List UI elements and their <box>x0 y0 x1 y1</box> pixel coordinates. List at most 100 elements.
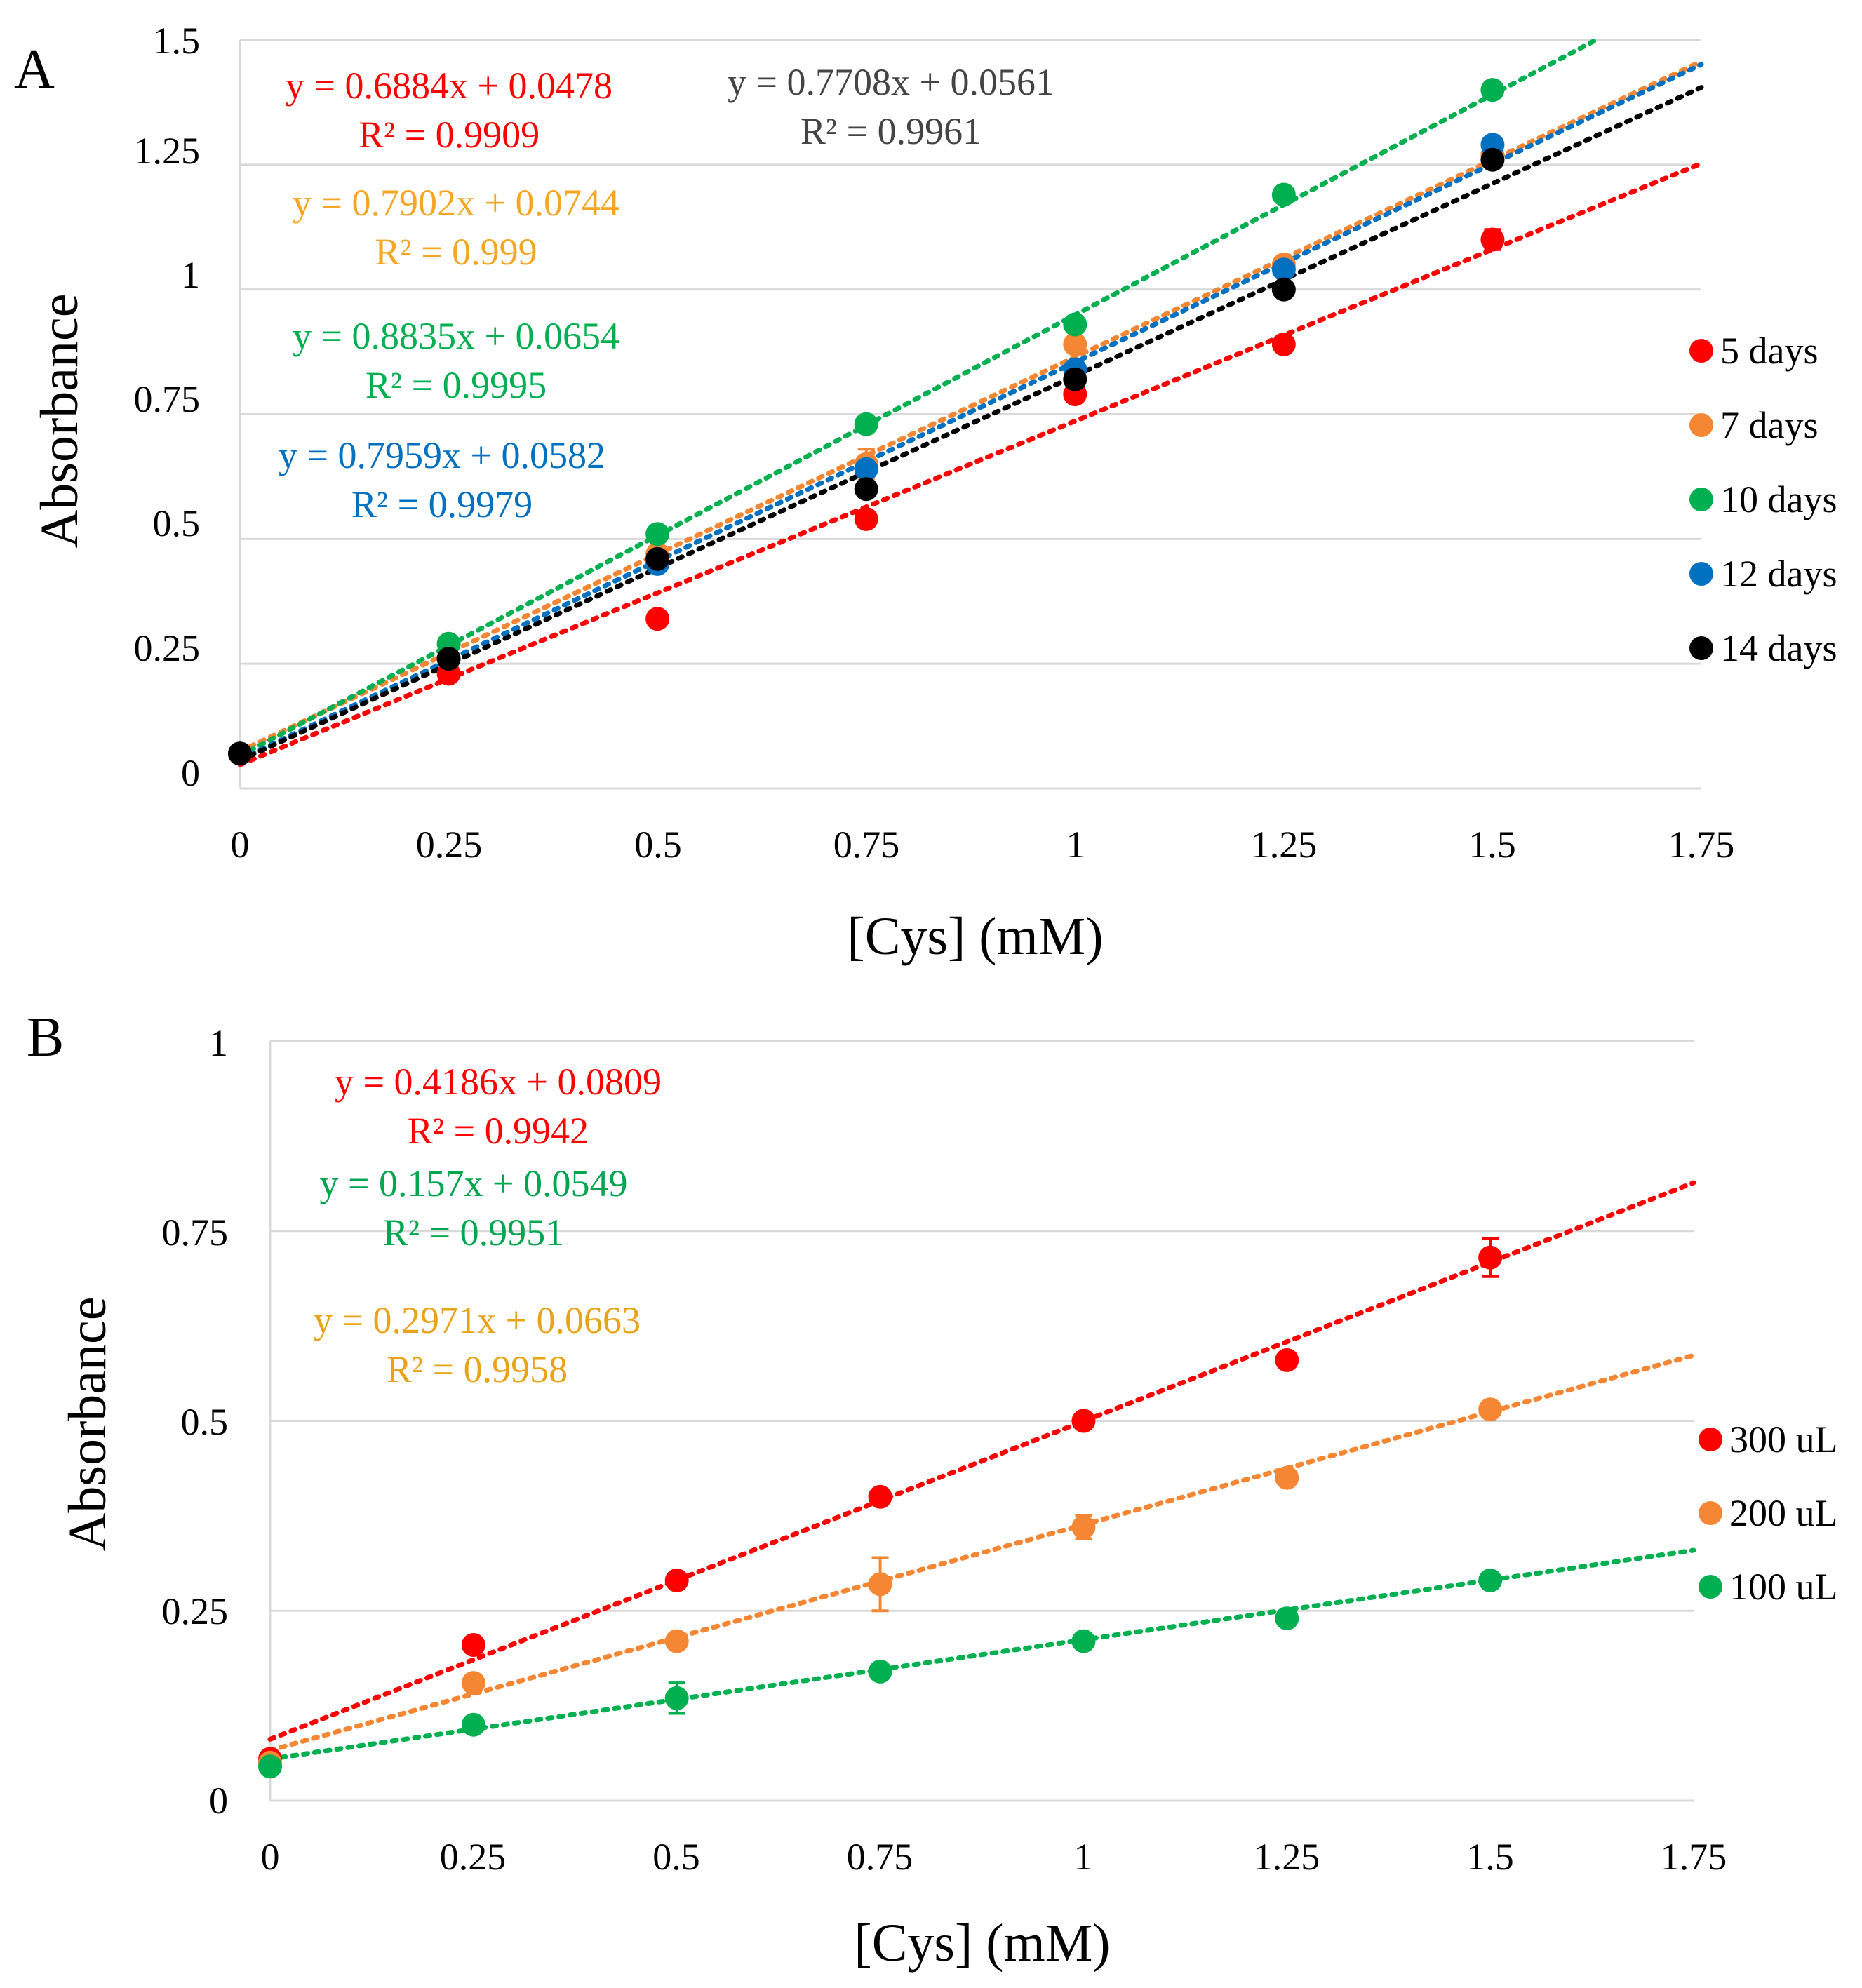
data-point-300-ul <box>868 1484 892 1509</box>
x-tick-label: 1.75 <box>1661 1836 1727 1878</box>
data-point-200-ul <box>1275 1465 1299 1490</box>
panel-b-fit-equations: y = 0.4186x + 0.0809 R² = 0.9942 y = 0.1… <box>314 1061 662 1390</box>
fit-equation-100-ul: y = 0.157x + 0.0549 <box>320 1162 628 1204</box>
panel-a-fit-equations: y = 0.6884x + 0.0478 R² = 0.9909 y = 0.7… <box>279 61 1054 525</box>
legend-marker-14-days <box>1689 636 1713 660</box>
panel-a: A 0 0.25 0.5 0.75 1 1.25 1.5 0 0.25 0.5 … <box>14 20 1837 966</box>
data-point-14-days <box>228 741 252 766</box>
x-tick-label: 1.75 <box>1668 824 1735 866</box>
data-point-200-ul <box>461 1671 485 1695</box>
legend-marker-200-ul <box>1699 1501 1722 1525</box>
y-tick-label: 0 <box>181 752 200 794</box>
data-point-14-days <box>436 647 461 671</box>
legend-marker-12-days <box>1689 562 1713 586</box>
legend-marker-100-ul <box>1699 1575 1722 1599</box>
legend-label-12-days: 12 days <box>1720 553 1837 595</box>
data-point-200-ul <box>868 1572 892 1597</box>
x-tick-label: 1 <box>1066 824 1085 866</box>
trendline-12-days <box>237 62 1704 763</box>
panel-a-trendlines <box>237 37 1704 767</box>
legend-label-10-days: 10 days <box>1720 478 1837 520</box>
data-point-10-days <box>1063 312 1087 337</box>
data-point-10-days <box>1480 78 1505 102</box>
data-point-14-days <box>854 477 878 502</box>
legend-marker-300-ul <box>1699 1428 1722 1451</box>
panel-b-x-axis-title: [Cys] (mM) <box>854 1914 1110 1973</box>
x-tick-label: 0 <box>261 1836 280 1878</box>
panel-b-x-tick-labels: 0 0.25 0.5 0.75 1 1.25 1.5 1.75 <box>261 1836 1727 1878</box>
panel-a-legend: 5 days 7 days 10 days 12 days 14 days <box>1689 330 1837 669</box>
y-tick-label: 0.75 <box>134 378 201 420</box>
panel-b: B 0 0.25 0.5 0.75 1 0 0.25 0.5 0.75 1 1.… <box>27 1007 1838 1973</box>
fit-equation-10-days: y = 0.8835x + 0.0654 <box>293 315 619 357</box>
trendline-7-days <box>237 58 1704 754</box>
panel-b-data-points <box>258 1245 1503 1779</box>
data-point-12-days <box>854 457 878 481</box>
fit-r2-300-ul: R² = 0.9942 <box>408 1110 589 1152</box>
panel-a-data-points <box>228 78 1505 766</box>
trendline-200-ul <box>267 1352 1696 1753</box>
fit-r2-5-days: R² = 0.9909 <box>359 114 540 156</box>
data-point-200-ul <box>664 1629 689 1653</box>
panel-a-label: A <box>14 39 55 100</box>
fit-r2-100-ul: R² = 0.9951 <box>383 1211 564 1254</box>
fit-r2-10-days: R² = 0.9995 <box>366 364 547 406</box>
fit-equation-5-days: y = 0.6884x + 0.0478 <box>286 65 612 107</box>
fit-equation-14-days: y = 0.7708x + 0.0561 <box>728 61 1054 103</box>
data-point-10-days <box>645 522 670 546</box>
trendline-100-ul <box>267 1547 1696 1762</box>
legend-label-200-ul: 200 uL <box>1729 1492 1838 1534</box>
trendline-10-days <box>237 37 1599 758</box>
trendline-14-days <box>237 85 1704 763</box>
data-point-100-ul <box>1071 1629 1096 1653</box>
data-point-100-ul <box>461 1712 485 1737</box>
y-tick-label: 0 <box>209 1780 228 1822</box>
y-tick-label: 0.75 <box>162 1211 229 1254</box>
data-point-200-ul <box>1478 1397 1503 1422</box>
data-point-200-ul <box>1071 1515 1096 1540</box>
x-tick-label: 1.25 <box>1251 824 1318 866</box>
data-point-5-days <box>854 506 878 531</box>
data-point-300-ul <box>1071 1409 1096 1433</box>
data-point-100-ul <box>258 1754 282 1779</box>
x-tick-label: 1.25 <box>1254 1836 1320 1878</box>
y-tick-label: 1 <box>209 1022 228 1064</box>
fit-equation-200-ul: y = 0.2971x + 0.0663 <box>314 1299 641 1341</box>
fit-r2-12-days: R² = 0.9979 <box>351 483 533 525</box>
fit-r2-14-days: R² = 0.9961 <box>801 110 982 152</box>
fit-r2-200-ul: R² = 0.9958 <box>387 1348 568 1390</box>
data-point-100-ul <box>1275 1606 1299 1631</box>
data-point-14-days <box>1271 277 1296 302</box>
trendline-300-ul <box>267 1180 1696 1742</box>
x-tick-label: 0.75 <box>847 1836 913 1878</box>
fit-equation-300-ul: y = 0.4186x + 0.0809 <box>335 1061 662 1103</box>
x-tick-label: 0.5 <box>634 824 682 866</box>
panel-a-axes <box>239 40 1701 790</box>
data-point-14-days <box>645 546 670 571</box>
x-tick-label: 1.5 <box>1466 1836 1514 1878</box>
y-tick-label: 1.5 <box>153 20 201 62</box>
legend-label-5-days: 5 days <box>1720 330 1818 372</box>
legend-label-7-days: 7 days <box>1720 404 1818 446</box>
data-point-14-days <box>1480 147 1505 172</box>
legend-label-100-ul: 100 uL <box>1729 1566 1838 1608</box>
panel-b-label: B <box>27 1007 64 1068</box>
y-tick-label: 0.25 <box>134 627 201 669</box>
panel-a-x-axis-title: [Cys] (mM) <box>847 907 1103 966</box>
fit-equation-12-days: y = 0.7959x + 0.0582 <box>279 434 605 476</box>
fit-r2-7-days: R² = 0.999 <box>375 231 537 273</box>
y-tick-label: 0.5 <box>153 502 201 544</box>
data-point-14-days <box>1063 367 1087 391</box>
fit-equation-7-days: y = 0.7902x + 0.0744 <box>293 182 619 224</box>
legend-marker-5-days <box>1689 339 1713 363</box>
y-tick-label: 1.25 <box>134 130 201 172</box>
x-tick-label: 0.75 <box>833 824 900 866</box>
x-tick-label: 1 <box>1074 1836 1093 1878</box>
data-point-300-ul <box>1478 1245 1503 1270</box>
panel-a-x-tick-labels: 0 0.25 0.5 0.75 1 1.25 1.5 1.75 <box>231 824 1735 866</box>
panel-b-legend: 300 uL 200 uL 100 uL <box>1699 1418 1838 1608</box>
data-point-300-ul <box>664 1568 689 1592</box>
data-point-100-ul <box>664 1686 689 1710</box>
panel-b-y-axis-title: Absorbance <box>58 1297 117 1552</box>
